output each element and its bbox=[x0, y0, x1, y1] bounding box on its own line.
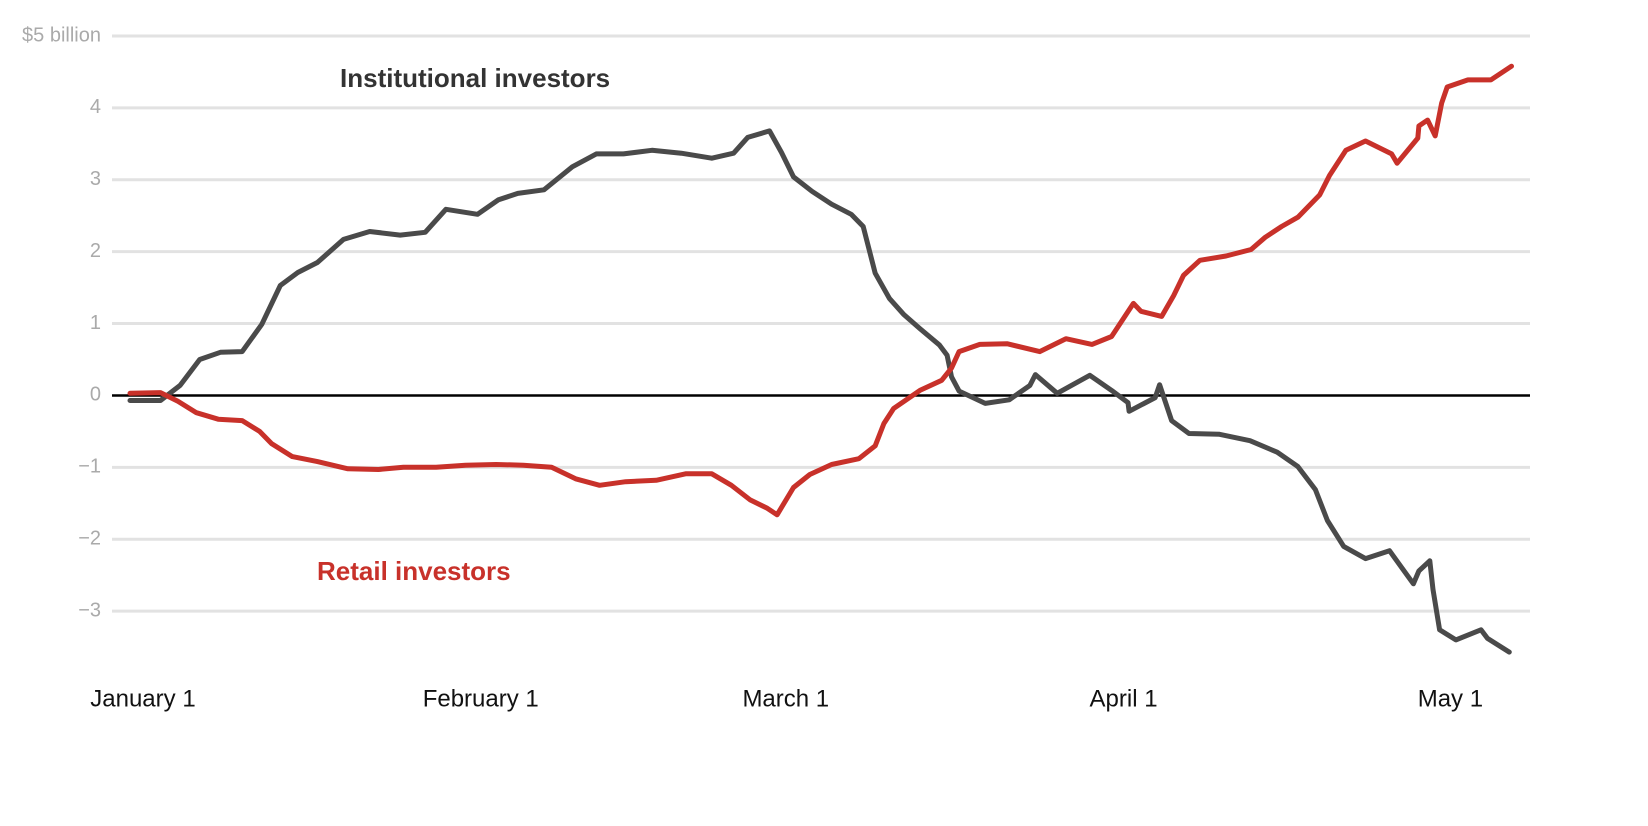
y-tick-label: 1 bbox=[90, 312, 101, 334]
series-line bbox=[127, 63, 1514, 518]
y-tick-label: −2 bbox=[78, 528, 101, 550]
x-tick-label: March 1 bbox=[742, 685, 829, 712]
y-tick-label: 4 bbox=[90, 96, 101, 118]
series-label: Institutional investors bbox=[340, 63, 610, 93]
x-tick-label: April 1 bbox=[1090, 685, 1158, 712]
x-tick-label: May 1 bbox=[1418, 685, 1483, 712]
series-label: Retail investors bbox=[317, 556, 511, 586]
y-tick-label: −1 bbox=[78, 456, 101, 478]
x-tick-label: January 1 bbox=[90, 685, 195, 712]
x-tick-label: February 1 bbox=[423, 685, 539, 712]
y-tick-label: 3 bbox=[90, 168, 101, 190]
series-line bbox=[127, 128, 1512, 655]
y-tick-label: 0 bbox=[90, 384, 101, 406]
y-tick-label: 2 bbox=[90, 240, 101, 262]
y-tick-label: −3 bbox=[78, 599, 101, 621]
y-tick-label: $5 billion bbox=[22, 24, 101, 46]
